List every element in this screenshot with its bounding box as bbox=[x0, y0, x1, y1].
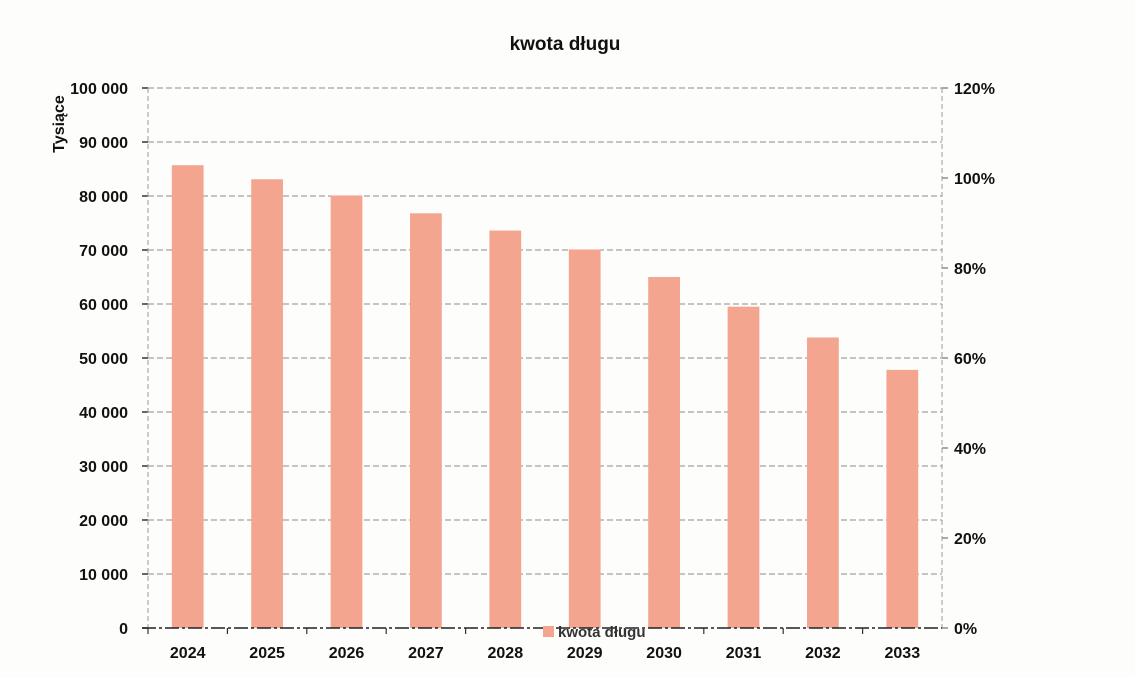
bar-2032 bbox=[807, 337, 839, 628]
bar-2027 bbox=[410, 213, 442, 628]
y-tick-label: 100 000 bbox=[70, 81, 128, 98]
y-tick-label: 60 000 bbox=[79, 297, 128, 314]
x-tick-label: 2030 bbox=[646, 645, 682, 662]
y-tick-label: 50 000 bbox=[79, 351, 128, 368]
bar-2024 bbox=[171, 165, 204, 628]
bar-2029 bbox=[568, 249, 601, 628]
y-tick-label: 90 000 bbox=[79, 135, 128, 152]
x-tick-label: 2024 bbox=[170, 645, 206, 662]
bar-2025 bbox=[251, 179, 283, 628]
x-tick-label: 2032 bbox=[805, 645, 841, 662]
bar-2033 bbox=[886, 369, 919, 628]
y2-tick-label: 120% bbox=[954, 81, 995, 98]
y2-tick-label: 60% bbox=[954, 351, 986, 368]
y2-tick-label: 80% bbox=[954, 261, 986, 278]
legend-swatch bbox=[543, 626, 554, 637]
y-tick-label: 70 000 bbox=[79, 243, 128, 260]
y-tick-label: 80 000 bbox=[79, 189, 128, 206]
y2-tick-label: 20% bbox=[954, 531, 986, 548]
y-tick-label: 20 000 bbox=[79, 513, 128, 530]
x-tick-label: 2029 bbox=[567, 645, 603, 662]
x-tick-label: 2028 bbox=[488, 645, 524, 662]
bar-2028 bbox=[489, 230, 522, 628]
y-tick-label: 0 bbox=[119, 621, 128, 638]
legend-label: kwota długu bbox=[558, 624, 646, 641]
y-tick-label: 30 000 bbox=[79, 459, 128, 476]
bar-2030 bbox=[648, 277, 680, 628]
x-tick-label: 2025 bbox=[249, 645, 285, 662]
y2-tick-label: 100% bbox=[954, 171, 995, 188]
y-tick-label: 10 000 bbox=[79, 567, 128, 584]
label-layer: 0 10 000 20 000 30 000 40 000 50 000 60 000 70 … bbox=[70, 81, 995, 662]
axis-layer bbox=[142, 87, 948, 634]
x-tick-label: 2027 bbox=[408, 645, 444, 662]
chart-title: kwota długu bbox=[510, 34, 621, 55]
y-tick-label: 40 000 bbox=[79, 405, 128, 422]
y-axis-title: Tysiące bbox=[51, 95, 68, 153]
bar-2026 bbox=[330, 195, 363, 628]
x-tick-label: 2033 bbox=[885, 645, 921, 662]
x-tick-label: 2031 bbox=[726, 645, 762, 662]
y2-tick-label: 40% bbox=[954, 441, 986, 458]
legend: kwota długu bbox=[543, 624, 646, 641]
x-tick-label: 2026 bbox=[329, 645, 365, 662]
y2-tick-label: 0% bbox=[954, 621, 977, 638]
bar-2031 bbox=[727, 306, 760, 628]
bar-layer bbox=[171, 165, 919, 628]
